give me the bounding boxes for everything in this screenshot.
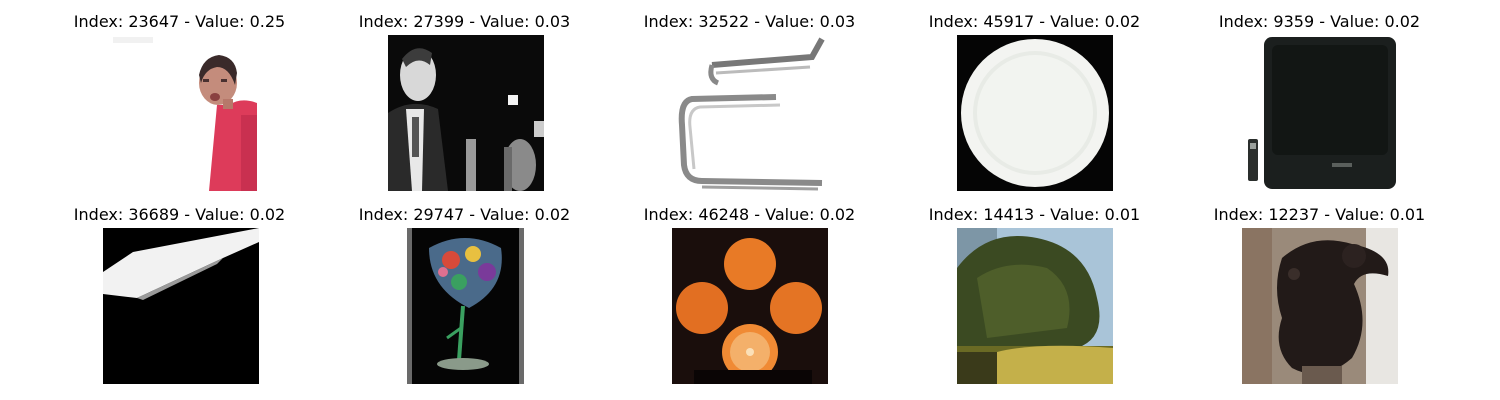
grid-panel-8: Index: 46248 - Value: 0.02 xyxy=(607,204,892,397)
white-streak-on-black-thumbnail xyxy=(103,228,259,384)
panel-title: Index: 12237 - Value: 0.01 xyxy=(1213,205,1426,224)
grid-panel-6: Index: 36689 - Value: 0.02 xyxy=(37,204,322,397)
grid-panel-10: Index: 12237 - Value: 0.01 xyxy=(1177,204,1462,397)
grid-panel-5: Index: 9359 - Value: 0.02 xyxy=(1177,11,1462,204)
panel-title: Index: 29747 - Value: 0.02 xyxy=(358,205,571,224)
panel-title: Index: 9359 - Value: 0.02 xyxy=(1218,12,1421,31)
panel-title: Index: 32522 - Value: 0.03 xyxy=(643,12,856,31)
panel-title: Index: 36689 - Value: 0.02 xyxy=(73,205,286,224)
grid-panel-7: Index: 29747 - Value: 0.02 xyxy=(322,204,607,397)
crt-television-thumbnail xyxy=(1242,35,1398,191)
grid-panel-3: Index: 32522 - Value: 0.03 xyxy=(607,11,892,204)
girl-red-shirt-thumbnail xyxy=(105,35,261,191)
panel-title: Index: 46248 - Value: 0.02 xyxy=(643,205,856,224)
white-plate-thumbnail xyxy=(957,35,1113,191)
grid-panel-1: Index: 23647 - Value: 0.25 xyxy=(37,11,322,204)
man-in-suit-bw-thumbnail xyxy=(388,35,544,191)
grid-panel-4: Index: 45917 - Value: 0.02 xyxy=(892,11,1177,204)
four-oranges-thumbnail xyxy=(672,228,828,384)
black-bear-cub-thumbnail xyxy=(1242,228,1398,384)
painted-wine-glass-thumbnail xyxy=(407,228,524,384)
cantilever-chair-thumbnail xyxy=(672,35,828,191)
grid-panel-9: Index: 14413 - Value: 0.01 xyxy=(892,204,1177,397)
panel-title: Index: 23647 - Value: 0.25 xyxy=(73,12,286,31)
panel-title: Index: 14413 - Value: 0.01 xyxy=(928,205,1141,224)
panel-title: Index: 45917 - Value: 0.02 xyxy=(928,12,1141,31)
tree-landscape-thumbnail xyxy=(957,228,1113,384)
panel-title: Index: 27399 - Value: 0.03 xyxy=(358,12,571,31)
grid-panel-2: Index: 27399 - Value: 0.03 xyxy=(322,11,607,204)
